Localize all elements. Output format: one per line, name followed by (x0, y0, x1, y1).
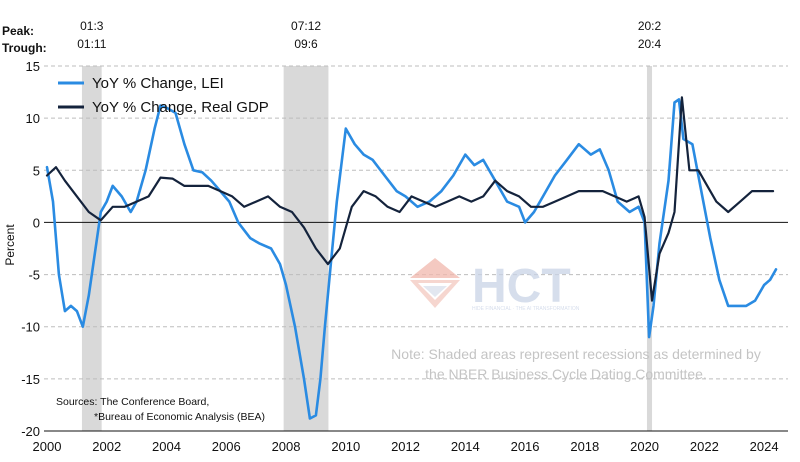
x-tick-label-0: 2000 (33, 439, 62, 454)
trough-label: Trough: (2, 41, 47, 55)
gridlines (44, 65, 788, 380)
x-tick-label-7: 2014 (451, 439, 480, 454)
recession-peak-date-0: 01:3 (80, 19, 104, 33)
y-tick-label-2: 5 (33, 163, 40, 178)
series-lines (45, 96, 778, 420)
y-tick-label-5: -10 (21, 320, 40, 335)
x-tick-label-12: 2024 (750, 439, 779, 454)
x-tick-label-6: 2012 (391, 439, 420, 454)
x-tick-label-2: 2004 (152, 439, 181, 454)
x-tick-label-9: 2018 (570, 439, 599, 454)
y-tick-label-1: 10 (26, 111, 40, 126)
recession-note-line1: Note: Shaded areas represent recessions … (391, 346, 761, 362)
source-line1: Sources: The Conference Board, (56, 396, 209, 408)
y-axis-label: Percent (3, 224, 17, 266)
y-tick-label-0: 15 (26, 59, 40, 74)
y-tick-label-3: 0 (33, 215, 40, 230)
recession-peak-date-1: 07:12 (291, 19, 321, 33)
recession-trough-date-0: 01:11 (77, 37, 106, 51)
y-tick-label-7: -20 (21, 424, 40, 439)
hct-watermark: HCT HIDE FINANCIAL · THE AI TRANSFORMATI… (410, 258, 580, 313)
recession-date-labels: 01:3 01:11 07:12 09:6 20:2 20:4 (77, 19, 661, 51)
x-tick-label-4: 2008 (272, 439, 301, 454)
y-axis-ticks: 15 10 5 0 -5 -10 -15 -20 (21, 59, 40, 439)
recession-trough-date-1: 09:6 (294, 37, 318, 51)
legend: YoY % Change, LEI YoY % Change, Real GDP (58, 75, 269, 116)
x-tick-label-11: 2022 (690, 439, 719, 454)
x-tick-label-8: 2016 (511, 439, 540, 454)
recession-note-line2: the NBER Business Cycle Dating Committee… (425, 366, 707, 382)
recession-band-0 (81, 66, 102, 431)
source-line2: *Bureau of Economic Analysis (BEA) (94, 411, 265, 423)
y-tick-label-6: -15 (21, 372, 40, 387)
hct-logo-icon (410, 258, 460, 308)
watermark-text: HCT (472, 260, 571, 313)
series-line-gdp (45, 96, 775, 302)
x-tick-label-10: 2020 (630, 439, 659, 454)
x-tick-label-5: 2010 (331, 439, 360, 454)
y-tick-label-4: -5 (28, 268, 40, 283)
x-tick-label-3: 2006 (212, 439, 241, 454)
series-line-lei (45, 98, 778, 420)
x-axis-ticks: 2000 2002 2004 2006 2008 2010 2012 2014 2016 2018… (33, 439, 779, 454)
legend-label-gdp: YoY % Change, Real GDP (92, 99, 269, 116)
watermark-subtext: HIDE FINANCIAL · THE AI TRANSFORMATION (472, 306, 580, 312)
recession-trough-date-2: 20:4 (638, 37, 662, 51)
peak-label: Peak: (2, 24, 34, 38)
legend-label-lei: YoY % Change, LEI (92, 75, 224, 92)
recession-peak-date-2: 20:2 (638, 19, 662, 33)
x-tick-label-1: 2002 (92, 439, 121, 454)
recession-band-2 (646, 66, 653, 431)
